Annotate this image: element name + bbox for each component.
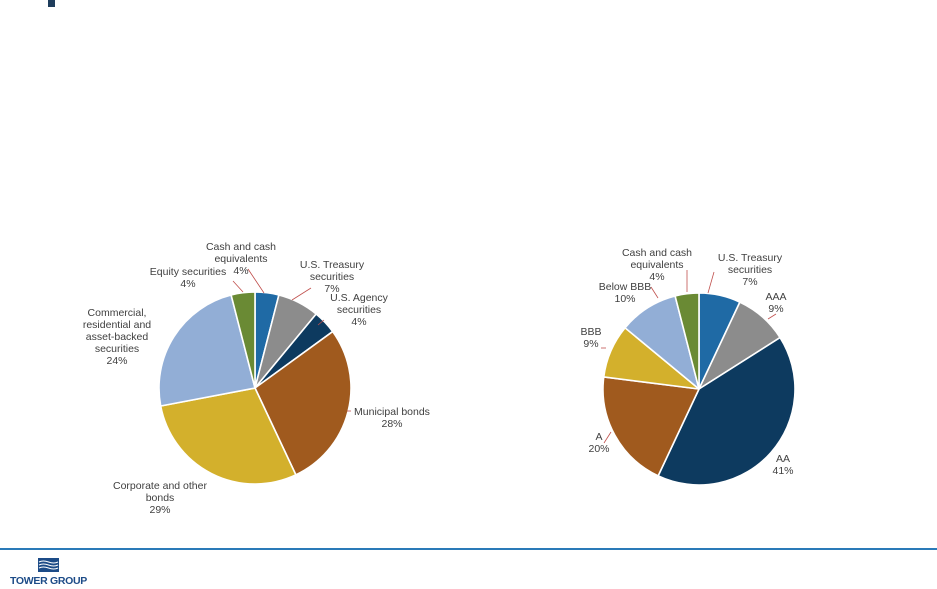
pie-slice-a — [602, 376, 700, 477]
pie-slice-equity-securities — [230, 291, 256, 389]
data-label-aaa: AAA 9% — [765, 291, 786, 315]
leader-line-u-s-treasury-securities — [707, 271, 715, 294]
data-label-commercial-residential-and-asset-backed-securities: Commercial, residential and asset-backed se… — [83, 307, 151, 367]
leader-line-equity-securities — [232, 280, 244, 293]
leader-line-u-s-agency-securities — [317, 319, 325, 326]
data-label-cash-and-cash-equivalents: Cash and cash equivalents 4% — [622, 247, 692, 283]
pie-slice-aa — [657, 336, 796, 486]
pie-slice-municipal-bonds — [254, 330, 352, 476]
data-label-municipal-bonds: Municipal bonds 28% — [354, 406, 430, 430]
data-label-u-s-treasury-securities: U.S. Treasury securities 7% — [718, 252, 783, 288]
leader-line-below-bbb — [650, 286, 659, 299]
data-label-u-s-treasury-securities: U.S. Treasury securities 7% — [300, 259, 365, 295]
pie-slice-cash-and-cash-equivalents — [674, 292, 700, 390]
leader-line-cash-and-cash-equivalents — [247, 268, 265, 294]
credit-quality-pie-chart: U.S. Treasury securities 7% AAA 9% AA 41% A 20% B… — [580, 247, 796, 486]
logo-text: TOWER GROUP — [10, 575, 88, 587]
leader-line-aaa — [767, 313, 777, 320]
leader-line-a — [603, 431, 612, 444]
tower-wave-icon — [38, 558, 59, 572]
data-label-a: A 20% — [588, 431, 609, 455]
footer-divider — [0, 548, 937, 550]
data-label-corporate-and-other-bonds: Corporate and other bonds 29% — [113, 480, 207, 516]
data-label-u-s-agency-securities: U.S. Agency securities 4% — [330, 292, 389, 328]
leader-line-u-s-treasury-securities — [291, 287, 312, 301]
data-label-aa: AA 41% — [772, 453, 793, 477]
tower-group-logo: TOWER GROUP — [10, 558, 90, 588]
data-label-cash-and-cash-equivalents: Cash and cash equivalents 4% — [206, 241, 276, 277]
data-label-below-bbb: Below BBB 10% — [599, 281, 652, 305]
pie-slice-commercial-residential-and-asset-backed-securities — [158, 294, 256, 407]
bullet-marker — [48, 0, 55, 7]
pie-slice-corporate-and-other-bonds — [159, 387, 297, 485]
data-label-equity-securities: Equity securities 4% — [150, 266, 226, 290]
asset-type-pie-chart: Cash and cash equivalents 4% U.S. Treasury s… — [83, 241, 430, 516]
data-label-bbb: BBB 9% — [580, 326, 601, 350]
